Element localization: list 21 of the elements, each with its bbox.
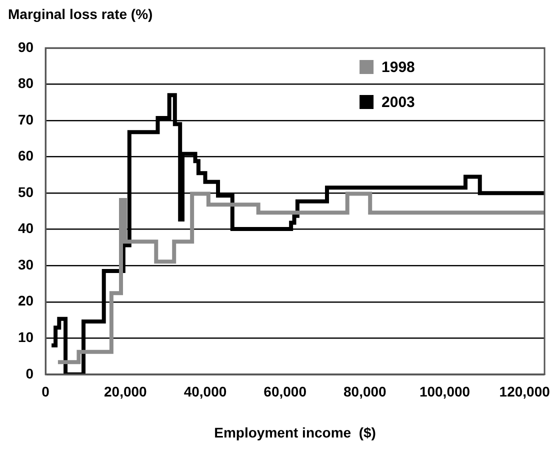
y-tick-label: 20 — [18, 292, 34, 309]
x-tick-label: 80,000 — [343, 384, 387, 400]
legend-label: 1998 — [382, 59, 415, 76]
legend-label: 2003 — [382, 94, 415, 112]
x-axis-title: Employment income ($) — [214, 424, 376, 440]
y-tick-label: 10 — [18, 328, 34, 345]
y-tick-label: 80 — [18, 75, 34, 92]
x-tick-label: 100,000 — [419, 384, 470, 400]
x-tick-label: 120,000 — [499, 384, 550, 400]
y-tick-label: 30 — [18, 256, 34, 272]
y-tick-label: 50 — [18, 184, 34, 200]
x-tick-label: 20,000 — [104, 384, 148, 400]
x-tick-label: 0 — [42, 384, 50, 400]
x-tick-label: 40,000 — [184, 384, 227, 400]
x-tick-label: 60,000 — [264, 384, 307, 400]
y-tick-label: 70 — [18, 111, 34, 128]
y-tick-label: 60 — [18, 148, 34, 164]
y-tick-label: 0 — [26, 365, 34, 382]
y-tick-label: 40 — [18, 220, 34, 236]
y-tick-label: 90 — [18, 38, 34, 55]
y-axis-title: Marginal loss rate (%) — [8, 6, 153, 22]
